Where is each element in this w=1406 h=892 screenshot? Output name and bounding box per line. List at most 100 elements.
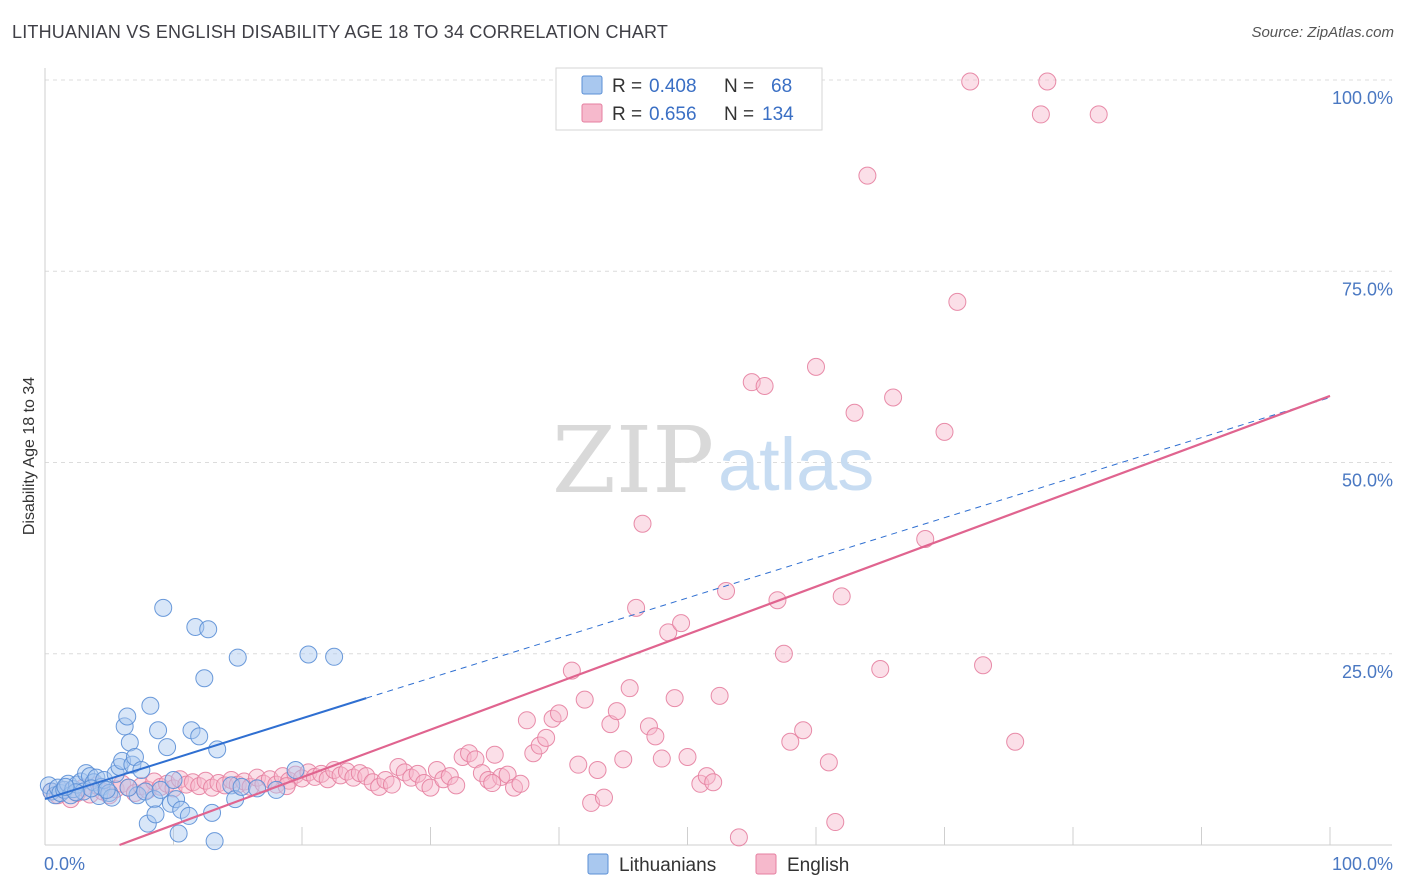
lithuanian-point — [132, 761, 151, 780]
lithuanian-point — [141, 696, 160, 715]
lithuanian-point — [228, 648, 247, 667]
series-legend: Lithuanians English — [587, 853, 849, 876]
english-point — [415, 774, 434, 793]
english-point — [588, 761, 607, 780]
english-point — [871, 660, 890, 679]
english-point — [717, 582, 736, 601]
english-point — [382, 775, 401, 794]
lithuanian-point — [195, 669, 214, 688]
x-tick-labels: 0.0% 100.0% — [44, 854, 1393, 874]
y-tick-labels: 25.0% 50.0% 75.0% 100.0% — [1332, 88, 1393, 682]
legend-swatch-pink — [581, 103, 603, 123]
english-trend-line — [119, 394, 1331, 847]
english-point — [601, 715, 620, 734]
lithuanian-point — [169, 824, 188, 843]
english-point — [569, 755, 588, 774]
lithuanian-point — [286, 761, 305, 780]
lithuanian-trend-extension — [366, 396, 1331, 699]
lithuanian-point — [325, 647, 344, 666]
y-axis-label-group: Disability Age 18 to 34 — [21, 377, 38, 535]
x-tick-label: 100.0% — [1332, 854, 1393, 874]
legend-r-label-2: R = — [612, 104, 642, 125]
y-axis-label: Disability Age 18 to 34 — [21, 377, 38, 535]
english-point — [483, 774, 502, 793]
english-point — [935, 422, 954, 441]
english-point — [1006, 732, 1025, 751]
y-tick-label: 75.0% — [1342, 279, 1393, 299]
english-point — [633, 514, 652, 533]
legend-n-value-2: 134 — [762, 104, 794, 125]
lithuanian-point — [138, 814, 157, 833]
legend-r-label-1: R = — [612, 76, 642, 97]
english-point — [646, 727, 665, 746]
english-point — [408, 764, 427, 783]
lithuanian-trend-line — [44, 697, 367, 801]
lithuanian-point — [136, 782, 155, 801]
chart-title: LITHUANIAN VS ENGLISH DISABILITY AGE 18 … — [12, 22, 669, 42]
english-point — [537, 728, 556, 747]
watermark-zip: ZIP — [552, 407, 714, 514]
english-point — [614, 750, 633, 769]
english-point — [511, 774, 530, 793]
english-point — [781, 732, 800, 751]
y-tick-label: 100.0% — [1332, 88, 1393, 108]
legend-r-value-1: 0.408 — [649, 76, 697, 97]
lithuanian-points — [39, 598, 344, 851]
legend-swatch-lithuanians — [587, 853, 609, 875]
english-point — [826, 813, 845, 832]
english-point — [710, 686, 729, 705]
lithuanian-point — [158, 738, 177, 757]
x-tick-label: 0.0% — [44, 854, 85, 874]
english-point — [652, 749, 671, 768]
legend-n-label-1: N = — [724, 76, 754, 97]
lithuanian-point — [199, 620, 218, 639]
english-point — [620, 679, 639, 698]
english-point — [884, 388, 903, 407]
legend-n-value-1: 68 — [771, 76, 792, 97]
lithuanian-point — [151, 780, 170, 799]
english-point — [755, 377, 774, 395]
english-point — [832, 587, 851, 606]
lithuanian-point — [145, 790, 164, 809]
lithuanian-point — [119, 778, 138, 797]
english-point — [845, 403, 864, 422]
legend-n-label-2: N = — [724, 104, 754, 125]
english-point — [344, 768, 363, 787]
english-point — [665, 689, 684, 708]
english-point — [1089, 105, 1108, 124]
english-point — [678, 748, 697, 767]
lithuanian-point — [299, 645, 318, 664]
english-point — [1038, 72, 1057, 91]
source-label: Source: ZipAtlas.com — [1251, 24, 1394, 41]
legend-r-value-2: 0.656 — [649, 104, 697, 125]
english-point — [794, 721, 813, 740]
english-point — [1031, 105, 1050, 124]
lithuanian-point — [164, 770, 183, 789]
english-point — [639, 717, 658, 736]
english-point — [672, 614, 691, 633]
lithuanian-point — [208, 740, 227, 759]
lithuanian-point — [146, 805, 165, 824]
english-point — [498, 765, 517, 784]
english-point — [530, 736, 549, 755]
english-point — [819, 753, 838, 772]
legend-swatch-blue — [581, 75, 603, 95]
english-point — [807, 357, 825, 376]
english-point — [222, 770, 241, 789]
english-point — [607, 702, 626, 721]
lithuanian-point — [190, 727, 209, 746]
english-point — [704, 773, 723, 792]
english-point — [485, 745, 504, 764]
english-points — [42, 72, 1108, 847]
lithuanian-point — [125, 748, 144, 767]
lithuanian-point — [205, 832, 224, 851]
trend-lines — [44, 394, 1331, 847]
lithuanian-point — [149, 721, 168, 740]
y-tick-label: 25.0% — [1342, 662, 1393, 682]
watermark-atlas: atlas — [718, 423, 874, 506]
axes — [44, 68, 1392, 846]
english-point — [691, 774, 710, 793]
y-tick-label: 50.0% — [1342, 471, 1393, 491]
legend-label-english: English — [787, 855, 849, 876]
correlation-legend: R = 0.408 N = 68 R = 0.656 N = 134 — [555, 67, 823, 131]
